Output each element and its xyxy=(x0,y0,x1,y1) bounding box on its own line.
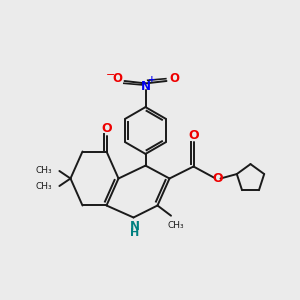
Text: O: O xyxy=(188,129,199,142)
Text: N: N xyxy=(140,80,151,93)
Text: CH₃: CH₃ xyxy=(167,220,184,230)
Text: CH₃: CH₃ xyxy=(36,182,52,191)
Text: H: H xyxy=(130,228,139,238)
Text: O: O xyxy=(112,72,122,85)
Text: CH₃: CH₃ xyxy=(36,166,52,175)
Text: N: N xyxy=(129,220,140,233)
Text: −: − xyxy=(105,70,115,80)
Text: O: O xyxy=(169,72,179,85)
Text: O: O xyxy=(101,122,112,136)
Text: O: O xyxy=(212,172,223,185)
Text: +: + xyxy=(148,75,155,84)
